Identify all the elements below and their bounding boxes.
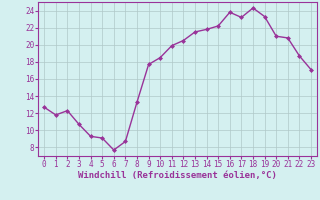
X-axis label: Windchill (Refroidissement éolien,°C): Windchill (Refroidissement éolien,°C) — [78, 171, 277, 180]
